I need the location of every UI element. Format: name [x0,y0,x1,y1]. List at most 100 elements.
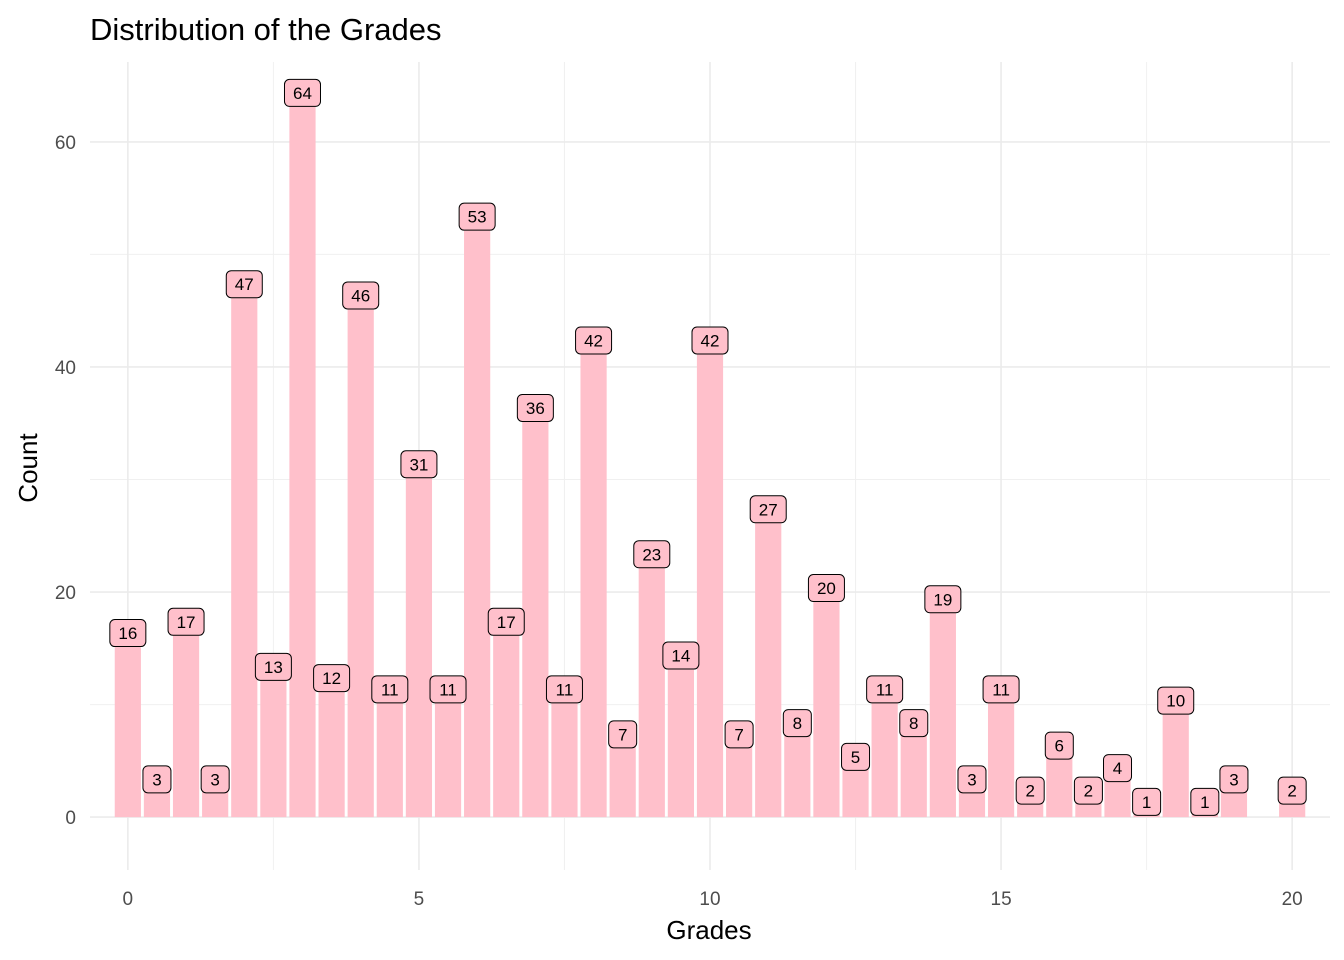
data-label: 1 [1142,793,1151,812]
data-label: 3 [152,770,161,789]
data-label: 14 [671,647,690,666]
data-label: 10 [1166,692,1185,711]
chart-title: Distribution of the Grades [90,12,442,47]
bar [900,727,927,818]
data-label-box [109,619,147,648]
data-label-box [516,393,554,422]
data-label: 7 [618,725,627,744]
data-label-box [724,720,754,749]
x-tick-label: 0 [123,889,134,910]
data-label-box [1132,787,1162,816]
bar [871,693,898,818]
data-label: 64 [293,84,312,103]
data-label: 53 [468,208,487,227]
data-label-box [371,675,409,704]
bar [231,288,258,818]
data-label-box [458,202,496,231]
bar [434,693,462,818]
y-axis-ticks: 0 20 40 60 [55,133,76,829]
data-label-box [1277,776,1307,805]
data-label: 17 [497,613,516,632]
x-tick-label: 15 [991,889,1012,910]
data-label: 12 [322,669,341,688]
bar [755,513,782,818]
data-label-box [142,765,172,794]
bar [522,411,549,818]
data-label: 6 [1055,737,1064,756]
bar [376,693,403,818]
data-label-box [200,765,230,794]
data-label-box [608,720,638,749]
data-label: 13 [264,658,283,677]
data-label-box [1190,787,1220,816]
data-label: 20 [817,579,836,598]
data-label-box [866,675,904,704]
data-label: 36 [526,399,545,418]
bar [1046,749,1073,818]
data-label: 3 [967,770,976,789]
bar [551,693,578,818]
data-labels-layer: 1631734713641246113111531736114272314427… [109,78,1307,816]
data-label-box [342,281,380,310]
data-label-box [691,326,729,355]
data-label: 2 [1084,782,1093,801]
data-label-box [1015,776,1045,805]
bar [493,625,520,818]
bar [609,738,636,818]
y-tick-label: 0 [65,808,76,829]
bar [784,727,811,818]
data-label-box [1219,765,1249,794]
data-label: 2 [1025,782,1034,801]
data-label: 19 [933,590,952,609]
bar [929,603,956,818]
data-label-box [749,495,787,524]
data-label: 47 [235,275,254,294]
bar [114,637,141,818]
data-label-box [841,742,871,771]
data-label-box [1073,776,1103,805]
bar [347,299,374,818]
data-label-box [487,607,525,636]
data-label-box [254,652,292,681]
bar [260,670,287,818]
data-label-box [1103,754,1133,783]
bar [638,558,665,818]
data-label: 17 [177,613,196,632]
data-label: 11 [439,680,457,699]
data-label: 8 [793,714,802,733]
bar [580,344,607,818]
x-axis-title: Grades [666,915,751,945]
data-label: 2 [1287,782,1296,801]
data-label: 3 [1229,770,1238,789]
x-tick-label: 5 [414,889,425,910]
data-label: 8 [909,714,918,733]
data-label: 11 [556,680,574,699]
data-label-box [662,641,700,670]
data-label: 7 [734,725,743,744]
data-label-box [313,664,351,693]
data-label-box [924,585,962,614]
data-label: 5 [851,748,860,767]
data-label: 4 [1113,759,1122,778]
x-axis-ticks: 0 5 10 15 20 [123,889,1303,910]
data-label: 11 [992,680,1010,699]
bar [696,344,724,818]
data-label-box [575,326,613,355]
data-label-box [633,540,671,569]
data-label: 16 [118,624,137,643]
bar [464,220,491,818]
data-label: 11 [381,680,399,699]
data-label-box [782,709,812,738]
data-label-box [283,78,321,107]
data-label: 31 [409,455,428,474]
bar [289,96,316,818]
data-label-box [1157,686,1195,715]
bar [726,738,753,818]
y-tick-label: 20 [55,583,76,604]
data-label-box [1044,731,1074,760]
data-label: 42 [584,331,603,350]
data-label: 3 [210,770,219,789]
data-label: 42 [701,331,720,350]
bar [405,468,433,818]
